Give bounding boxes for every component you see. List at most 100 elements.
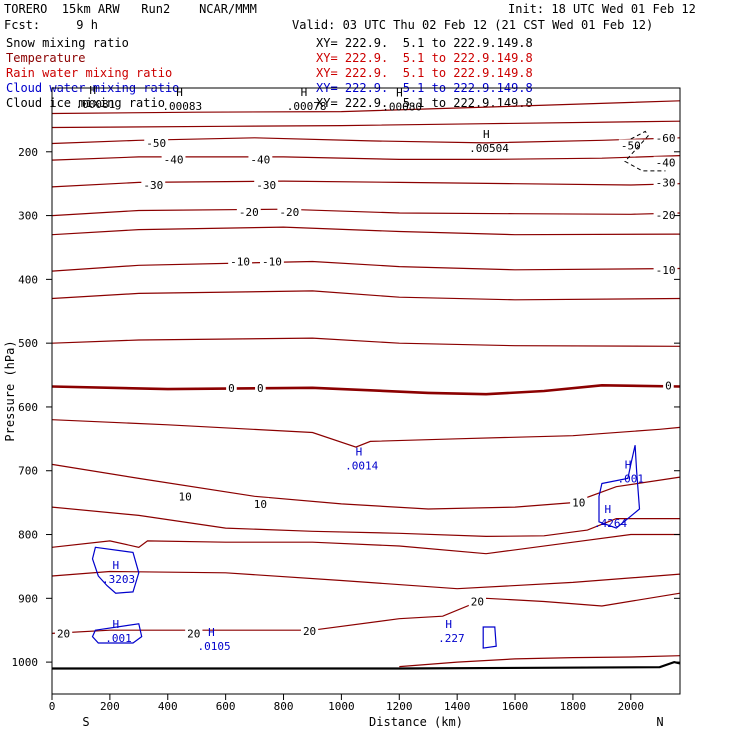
contour-label-bg	[277, 205, 302, 218]
max-value-label: .00081	[76, 98, 116, 111]
contour-label: -40	[164, 153, 184, 166]
y-axis-label: Pressure (hPa)	[3, 340, 17, 441]
contour-label-bg	[228, 255, 253, 268]
contour-label: -10	[656, 264, 676, 277]
max-value-label: .227	[438, 632, 465, 645]
temperature-contour	[51, 419, 681, 448]
max-marker: H	[445, 618, 452, 631]
contour-label: -20	[279, 206, 299, 219]
x-tick-label: 1400	[444, 700, 471, 713]
legend-snow: Snow mixing ratio	[6, 36, 129, 50]
temperature-contour	[51, 120, 681, 129]
x-tick-label: 1200	[386, 700, 413, 713]
temperature-contour	[51, 290, 681, 301]
contour-label-bg	[653, 208, 678, 221]
contour-label: 20	[303, 625, 316, 638]
max-value-label: .00078	[287, 100, 327, 113]
max-value-label: .00504	[469, 142, 509, 155]
temperature-contour	[51, 463, 681, 510]
contour-label-bg	[663, 379, 674, 392]
legend-snow-xy: XY= 222.9. 5.1 to 222.9.149.8	[316, 36, 533, 50]
contour-label-bg	[185, 627, 203, 640]
contour-label: -60	[656, 132, 676, 145]
max-value-label: .4264	[594, 517, 627, 530]
legend-rain: Rain water mixing ratio	[6, 66, 173, 80]
x-tick-label: 800	[274, 700, 294, 713]
contour-label: -40	[250, 153, 270, 166]
contour-label: -10	[262, 256, 282, 269]
max-value-label: .0105	[198, 640, 231, 653]
temperature-contour	[51, 226, 681, 236]
y-tick-label: 300	[18, 210, 38, 223]
contour-label-bg	[54, 627, 73, 640]
contour-label-bg	[653, 176, 678, 189]
y-tick-label: 700	[18, 465, 38, 478]
temperature-contour	[51, 533, 680, 555]
x-tick-label: 600	[216, 700, 236, 713]
endpoint-left-label: S	[82, 715, 89, 729]
header-init: Init: 18 UTC Wed 01 Feb 12	[508, 2, 696, 16]
contour-label: 20	[187, 627, 200, 640]
contour-label: 10	[572, 497, 585, 510]
contour-label: -30	[656, 176, 676, 189]
y-tick-label: 800	[18, 529, 38, 542]
contour-label: -30	[143, 179, 163, 192]
max-marker: H	[356, 446, 363, 459]
contour-label-bg	[236, 205, 261, 218]
max-marker: H	[113, 618, 120, 631]
x-tick-label: 2000	[618, 700, 645, 713]
contour-label-bg	[141, 178, 166, 191]
contour-label-bg	[255, 381, 266, 394]
contour-label-bg	[248, 153, 273, 166]
max-marker: H	[89, 84, 96, 97]
temperature-contour	[399, 655, 681, 668]
max-marker: H	[483, 128, 490, 141]
ground-line	[52, 660, 681, 670]
x-tick-label: 400	[158, 700, 178, 713]
temperature-contour	[51, 337, 681, 347]
x-tick-label: 1600	[502, 700, 529, 713]
legend-temperature-xy: XY= 222.9. 5.1 to 222.9.149.8	[316, 51, 533, 65]
y-tick-label: 200	[18, 146, 38, 159]
cloud-water-contour	[598, 445, 641, 529]
x-tick-label: 1800	[560, 700, 587, 713]
legend-cloud-water: Cloud water mixing ratio	[6, 81, 180, 95]
contour-label: -20	[239, 206, 259, 219]
contour-label-bg	[653, 156, 678, 169]
max-marker: H	[113, 559, 120, 572]
temperature-contour	[51, 100, 681, 115]
contour-label: 10	[254, 498, 267, 511]
max-value-label: .0014	[345, 460, 378, 473]
contour-label: -40	[656, 157, 676, 170]
contour-label-bg	[176, 490, 194, 503]
x-tick-label: 1000	[328, 700, 355, 713]
temperature-contour	[51, 208, 681, 217]
max-value-label: .001	[618, 472, 645, 485]
x-axis-label: Distance (km)	[369, 715, 463, 729]
max-marker: H	[208, 626, 215, 639]
contour-label: -20	[656, 209, 676, 222]
contour-label: 10	[178, 490, 191, 503]
legend-cloud-ice: Cloud ice mixing ratio	[6, 96, 165, 110]
cloud-water-contour	[91, 546, 140, 594]
y-tick-label: 1000	[12, 656, 39, 669]
max-marker: H	[176, 86, 183, 99]
contour-label: -10	[230, 256, 250, 269]
contour-label: 20	[57, 627, 70, 640]
contour-label: 0	[228, 382, 235, 395]
max-marker: H	[625, 458, 632, 471]
temperature-contour	[51, 570, 681, 590]
cloud-ice-contour	[624, 130, 666, 172]
y-tick-label: 600	[18, 401, 38, 414]
contour-label: -50	[146, 137, 166, 150]
temperature-contour	[51, 592, 681, 634]
header-valid: Valid: 03 UTC Thu 02 Feb 12 (21 CST Wed …	[292, 18, 654, 32]
x-tick-label: 200	[100, 700, 120, 713]
contour-label: -50	[621, 139, 641, 152]
contour-label-bg	[260, 255, 284, 268]
max-value-label: .00083	[162, 100, 202, 113]
legend-temperature: Temperature	[6, 51, 86, 65]
x-tick-label: 0	[49, 700, 56, 713]
contour-label-bg	[251, 497, 269, 510]
